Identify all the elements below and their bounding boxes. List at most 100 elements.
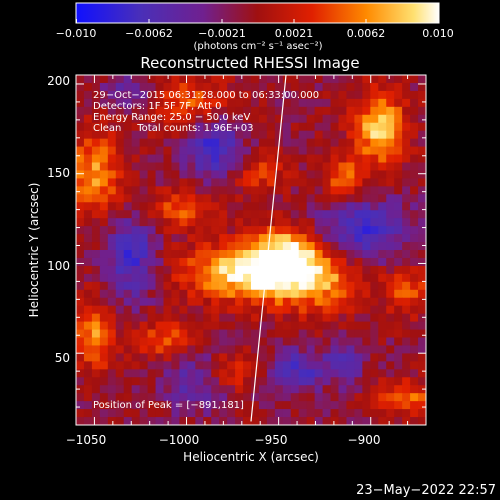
heatmap-cell [402, 281, 411, 291]
heatmap-cell [91, 210, 101, 219]
heatmap-cell [203, 90, 212, 100]
heatmap-cell [418, 138, 426, 148]
heatmap-cell [99, 98, 109, 108]
heatmap-cell [322, 82, 332, 92]
heatmap-cell [251, 345, 260, 354]
heatmap-cell [251, 218, 260, 227]
heatmap-cell [179, 75, 188, 84]
heatmap-cell [131, 409, 141, 418]
heatmap-cell [322, 345, 332, 354]
heatmap-cell [195, 154, 204, 163]
heatmap-cell [107, 122, 117, 132]
heatmap-cell [370, 82, 379, 92]
heatmap-cell [306, 130, 316, 140]
heatmap-cell [139, 345, 149, 354]
heatmap-cell [115, 242, 125, 251]
heatmap-cell [123, 321, 133, 331]
heatmap-cell [243, 130, 252, 140]
heatmap-cell [410, 337, 419, 346]
heatmap-cell [258, 345, 268, 354]
heatmap-cell [298, 297, 308, 307]
heatmap-cell [290, 170, 300, 179]
heatmap-cell [227, 202, 236, 211]
heatmap-cell [171, 393, 180, 402]
heatmap-cell [394, 401, 403, 410]
heatmap-cell [211, 178, 220, 187]
heatmap-cell [362, 329, 371, 338]
heatmap-cell [91, 130, 101, 140]
heatmap-cell [227, 194, 236, 203]
heatmap-cell [139, 162, 149, 171]
heatmap-cell [402, 106, 411, 116]
heatmap-cell [155, 273, 164, 283]
heatmap-cell [290, 114, 300, 124]
heatmap-cell [362, 90, 371, 100]
heatmap-cell [195, 75, 204, 84]
heatmap-cell [139, 194, 149, 203]
heatmap-cell [227, 281, 236, 291]
heatmap-cell [394, 106, 403, 116]
heatmap-cell [386, 401, 395, 410]
heatmap-cell [195, 281, 204, 291]
heatmap-cell [227, 154, 236, 163]
heatmap-cell [410, 186, 419, 195]
heatmap-cell [76, 75, 85, 84]
heatmap-cell [211, 75, 220, 84]
heatmap-cell [211, 369, 220, 378]
heatmap-cell [378, 393, 387, 402]
heatmap-cell [266, 305, 276, 315]
heatmap-cell [266, 313, 276, 323]
heatmap-cell [266, 273, 276, 283]
heatmap-cell [131, 90, 141, 100]
heatmap-cell [171, 353, 180, 362]
heatmap-cell [219, 114, 228, 124]
heatmap-cell [418, 178, 426, 187]
heatmap-cell [370, 289, 379, 299]
heatmap-cell [187, 265, 196, 275]
heatmap-cell [251, 297, 260, 307]
heatmap-cell [243, 250, 252, 259]
heatmap-cell [235, 401, 244, 410]
heatmap-cell [99, 114, 109, 124]
heatmap-cell [306, 305, 316, 315]
heatmap-cell [83, 242, 93, 251]
heatmap-cell [274, 345, 284, 354]
heatmap-cell [282, 146, 292, 156]
heatmap-cell [362, 289, 371, 299]
heatmap-cell [314, 98, 324, 108]
heatmap-cell [394, 409, 403, 418]
heatmap-cell [378, 289, 387, 299]
heatmap-cell [211, 234, 220, 243]
heatmap-cell [115, 226, 125, 235]
heatmap-cell [314, 337, 324, 346]
heatmap-cell [370, 178, 379, 187]
heatmap-cell [251, 321, 260, 331]
heatmap-cell [290, 289, 300, 299]
heatmap-cell [203, 170, 212, 179]
heatmap-cell [139, 170, 149, 179]
heatmap-cell [195, 242, 204, 251]
heatmap-cell [418, 130, 426, 140]
heatmap-cell [107, 226, 117, 235]
heatmap-cell [251, 82, 260, 92]
heatmap-cell [306, 289, 316, 299]
heatmap-cell [258, 162, 268, 171]
heatmap-cell [139, 281, 149, 291]
heatmap-cell [274, 401, 284, 410]
heatmap-cell [330, 257, 339, 267]
heatmap-cell [298, 273, 308, 283]
heatmap-cell [354, 417, 363, 425]
heatmap-cell [187, 281, 196, 291]
heatmap-cell [227, 305, 236, 315]
heatmap-cell [386, 417, 395, 425]
heatmap-cell [378, 178, 387, 187]
heatmap-cell [195, 401, 204, 410]
heatmap-cell [115, 114, 125, 124]
heatmap-cell [354, 353, 363, 362]
heatmap-cell [258, 210, 268, 219]
heatmap-cell [402, 273, 411, 283]
heatmap-cell [211, 122, 220, 132]
heatmap-cell [227, 234, 236, 243]
heatmap-cell [338, 281, 347, 291]
heatmap-cell [99, 409, 109, 418]
